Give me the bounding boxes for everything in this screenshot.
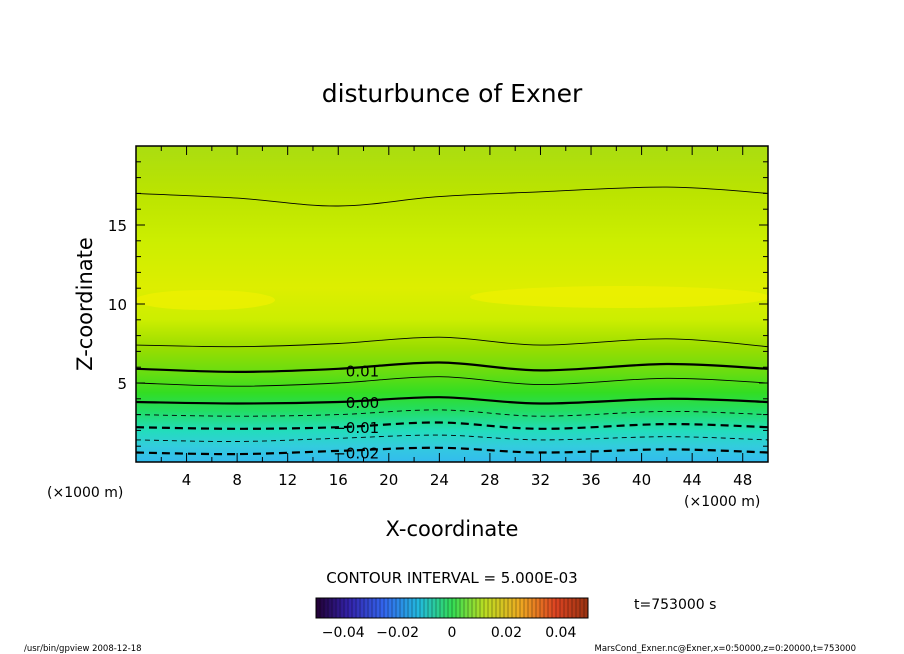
x-tick-label-0: 4 bbox=[182, 471, 192, 489]
x-tick-label-2: 12 bbox=[278, 471, 297, 489]
contour-label-layer: 0.01 0.00 −0.01 −0.02 bbox=[333, 362, 379, 463]
contour-line-2 bbox=[136, 361, 768, 374]
contour-line-3 bbox=[136, 376, 768, 387]
x-tick-label-7: 32 bbox=[531, 471, 550, 489]
contour-label-3: −0.02 bbox=[333, 445, 379, 463]
colorbar-stripes bbox=[319, 598, 585, 618]
x-tick-label-11: 48 bbox=[733, 471, 752, 489]
colorbar-label-0: −0.04 bbox=[322, 625, 365, 641]
footer-right: MarsCond_Exner.nc@Exner,x=0:50000,z=0:20… bbox=[594, 644, 856, 654]
y-tick-label-1: 10 bbox=[108, 296, 127, 314]
contour-line-8 bbox=[136, 446, 768, 456]
y-axis-label: Z-coordinate bbox=[73, 237, 97, 371]
contour-line-6 bbox=[136, 421, 768, 430]
colorbar-label-1: −0.02 bbox=[376, 625, 419, 641]
x-tick-label-4: 20 bbox=[379, 471, 398, 489]
x-tick-label-10: 44 bbox=[683, 471, 702, 489]
field-highlight-left bbox=[136, 290, 275, 310]
y-tick-label-0: 5 bbox=[117, 375, 127, 393]
contour-interval-label: CONTOUR INTERVAL = 5.000E-03 bbox=[326, 569, 577, 587]
x-tick-label-1: 8 bbox=[232, 471, 242, 489]
x-tick-label-8: 36 bbox=[581, 471, 600, 489]
contour-label-2: −0.01 bbox=[333, 419, 379, 437]
x-tick-label-6: 28 bbox=[480, 471, 499, 489]
x-unit-left: (×1000 m) bbox=[47, 485, 123, 501]
x-axis-label: X-coordinate bbox=[386, 517, 519, 541]
time-label: t=753000 s bbox=[634, 597, 716, 613]
colorbar-label-3: 0.02 bbox=[491, 625, 522, 641]
x-tick-label-3: 16 bbox=[329, 471, 348, 489]
field-highlight-right bbox=[470, 286, 768, 308]
y-tick-label-2: 15 bbox=[108, 217, 127, 235]
contour-line-7 bbox=[136, 434, 768, 442]
x-unit-right: (×1000 m) bbox=[684, 494, 760, 510]
footer-left: /usr/bin/gpview 2008-12-18 bbox=[24, 644, 142, 654]
contour-line-1 bbox=[136, 336, 768, 348]
colorbar-label-2: 0 bbox=[448, 625, 457, 641]
y-tick-labels: 5 10 15 bbox=[108, 217, 127, 393]
contour-label-0: 0.01 bbox=[346, 362, 379, 380]
colorbar-tick-labels: −0.04 −0.02 0 0.02 0.04 bbox=[322, 625, 577, 641]
x-tick-label-9: 40 bbox=[632, 471, 651, 489]
x-tick-label-5: 24 bbox=[430, 471, 449, 489]
contour-line-0 bbox=[136, 186, 768, 207]
contour-lines bbox=[136, 186, 768, 456]
colorbar-label-4: 0.04 bbox=[545, 625, 576, 641]
contour-label-1: 0.00 bbox=[346, 394, 379, 412]
contour-line-4 bbox=[136, 396, 768, 405]
x-tick-labels: 4 8 12 16 20 24 28 32 36 40 44 48 bbox=[182, 471, 752, 489]
contour-line-5 bbox=[136, 409, 768, 417]
chart-title: disturbunce of Exner bbox=[322, 79, 583, 108]
axis-ticks bbox=[136, 146, 768, 462]
